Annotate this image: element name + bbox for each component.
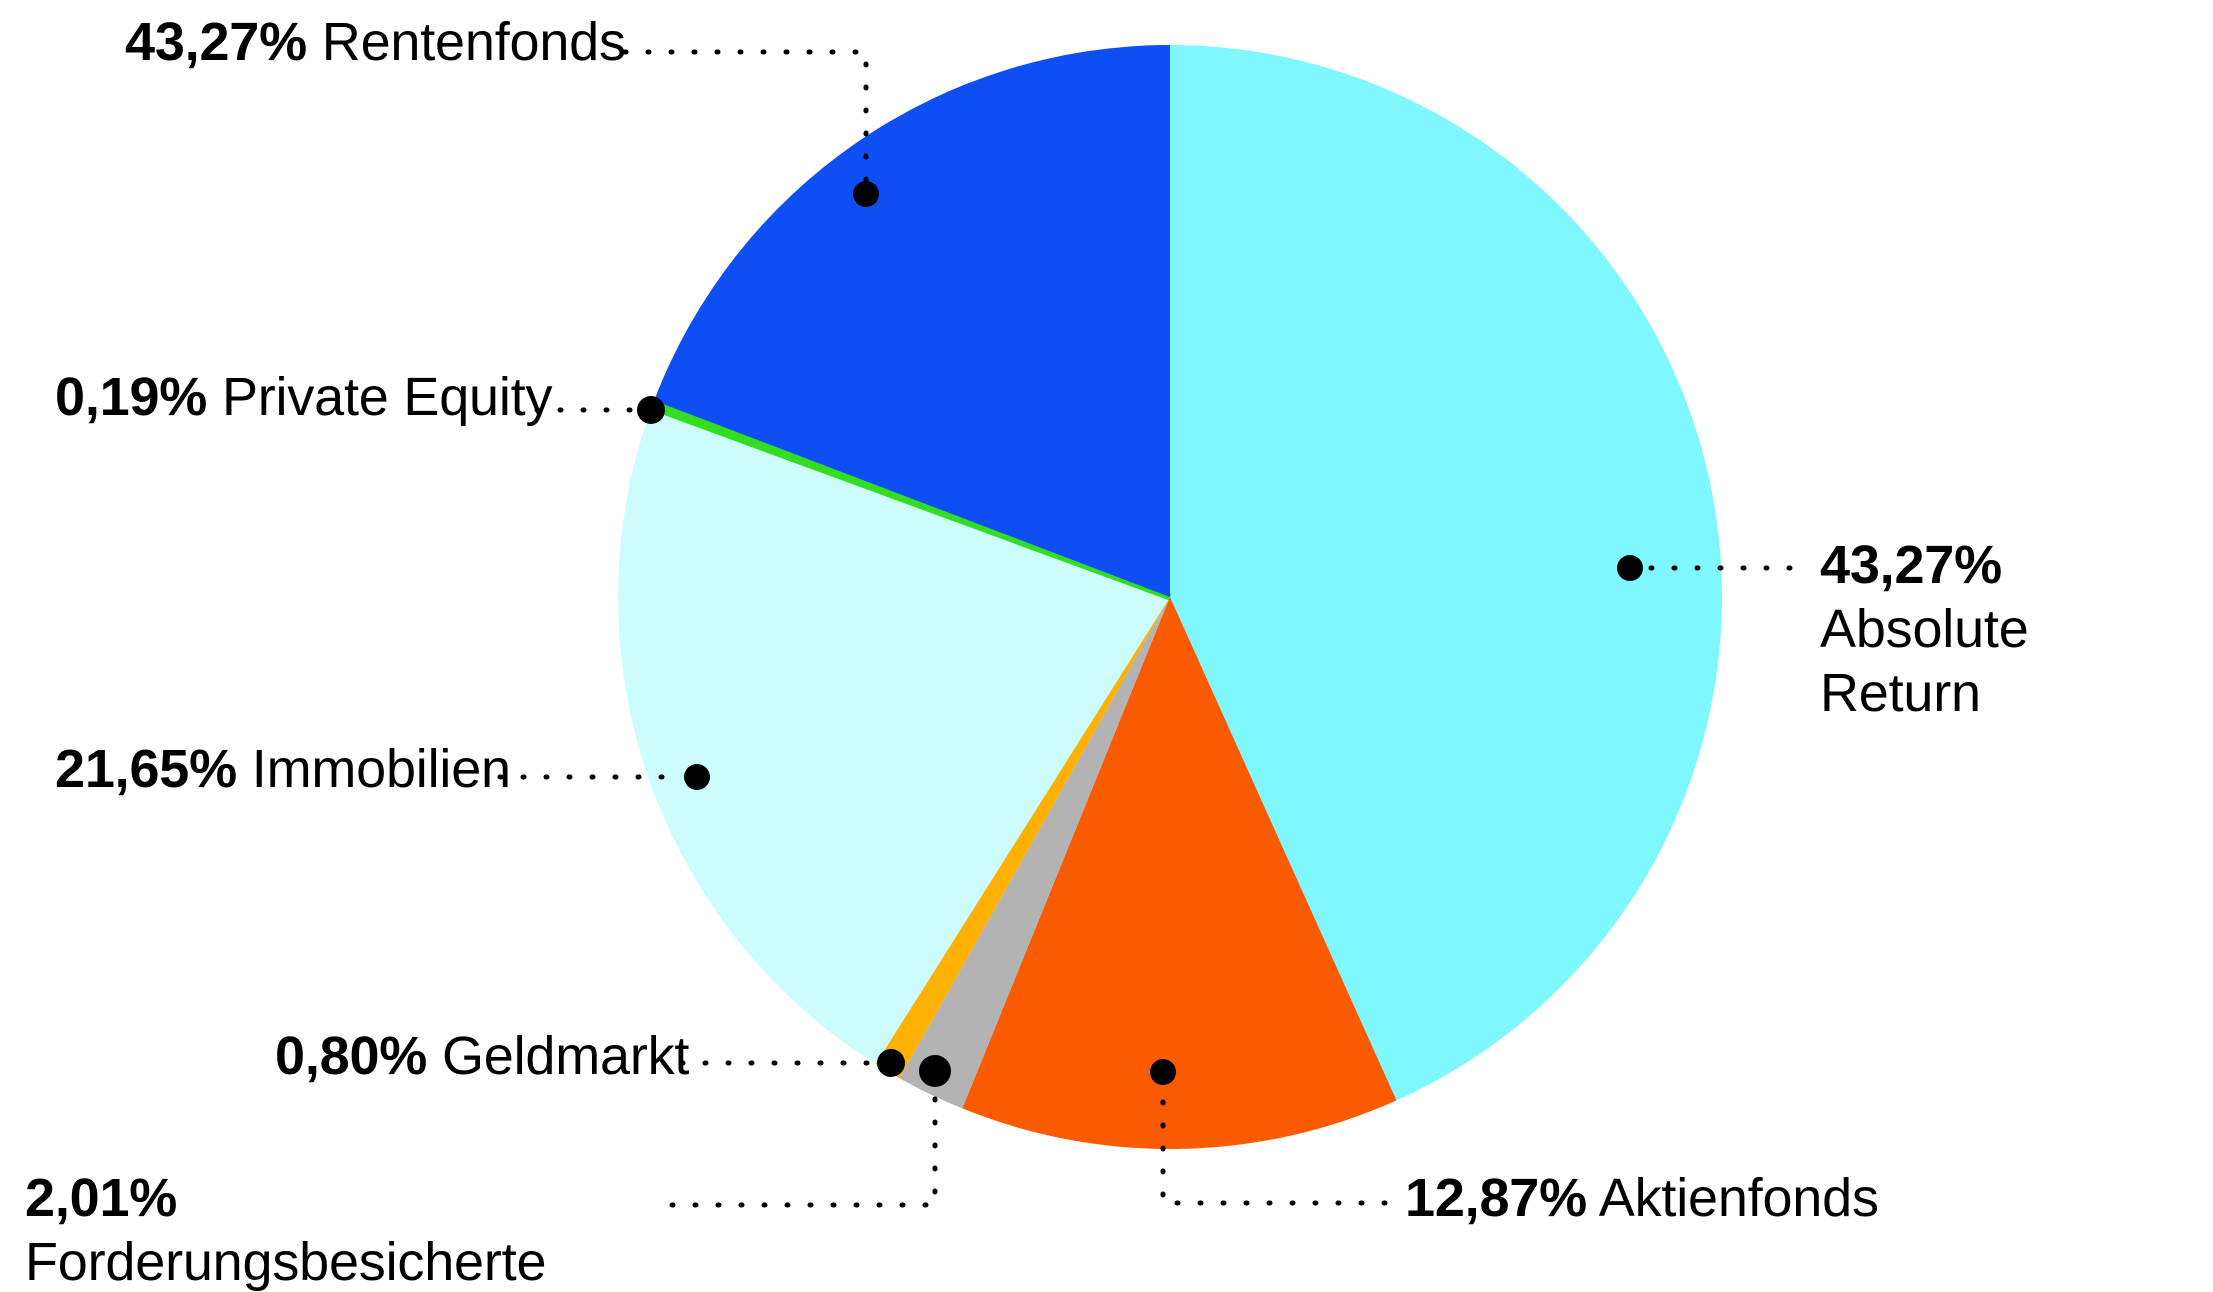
pie-label-absolute-return: 43,27% Absolute Return	[1820, 533, 2185, 725]
pie-slice-immobilien[interactable]	[618, 406, 1170, 1064]
pie-label-absolute-return-percent: 43,27%	[1820, 535, 2002, 595]
leader-line-group	[497, 49, 1793, 1208]
pie-label-immobilien-name: Immobilien	[251, 739, 511, 799]
leader-dot-private-equity	[637, 396, 665, 424]
leader-dot-aktienfonds	[1150, 1059, 1176, 1085]
pie-label-geldmarkt: 0,80% Geldmarkt	[275, 1024, 689, 1088]
pie-slice-geldmarkt[interactable]	[875, 597, 1170, 1079]
pie-label-aktienfonds-name: Aktienfonds	[1598, 1168, 1879, 1228]
pie-label-aktienfonds-percent: 12,87%	[1405, 1168, 1587, 1228]
pie-label-geldmarkt-name: Geldmarkt	[441, 1026, 690, 1086]
leader-dot-geldmarkt	[877, 1049, 905, 1077]
leader-dot-forderungsbesicherte-fonds	[919, 1055, 951, 1087]
pie-label-private-equity-name: Private Equity	[221, 367, 553, 427]
pie-label-immobilien-percent: 21,65%	[55, 739, 237, 799]
leader-line-forderungsbesicherte-fonds	[669, 1082, 938, 1208]
pie-label-geldmarkt-percent: 0,80%	[275, 1026, 428, 1086]
pie-label-forderungsbesicherte-fonds-name: Forderungsbesicherte Fonds	[25, 1232, 547, 1292]
pie-slice-forderungsbesicherte-fonds[interactable]	[899, 597, 1170, 1109]
pie-label-forderungsbesicherte-fonds-percent: 2,01%	[25, 1168, 178, 1228]
pie-slice-rentenfonds[interactable]	[654, 45, 1170, 597]
pie-label-rentenfonds-name: Rentenfonds	[321, 12, 626, 72]
leader-line-aktienfonds	[1160, 1082, 1388, 1206]
pie-slice-absolute-return[interactable]	[1170, 45, 1722, 1101]
pie-slice-group	[618, 45, 1722, 1149]
pie-label-absolute-return-name: Absolute Return	[1820, 599, 2029, 723]
leader-dot-absolute-return	[1617, 555, 1643, 581]
pie-label-private-equity-percent: 0,19%	[55, 367, 208, 427]
pie-label-immobilien: 21,65% Immobilien	[55, 737, 511, 801]
pie-label-private-equity: 0,19% Private Equity	[55, 365, 552, 429]
pie-label-rentenfonds-percent: 43,27%	[125, 12, 307, 72]
pie-slice-aktienfonds[interactable]	[962, 597, 1397, 1149]
leader-dot-group	[637, 181, 1643, 1087]
leader-dot-rentenfonds	[853, 181, 879, 207]
pie-label-aktienfonds: 12,87% Aktienfonds	[1405, 1166, 1879, 1230]
leader-dot-immobilien	[684, 764, 710, 790]
pie-label-rentenfonds: 43,27% Rentenfonds	[125, 10, 626, 74]
pie-label-forderungsbesicherte-fonds: 2,01% Forderungsbesicherte Fonds	[25, 1166, 665, 1292]
